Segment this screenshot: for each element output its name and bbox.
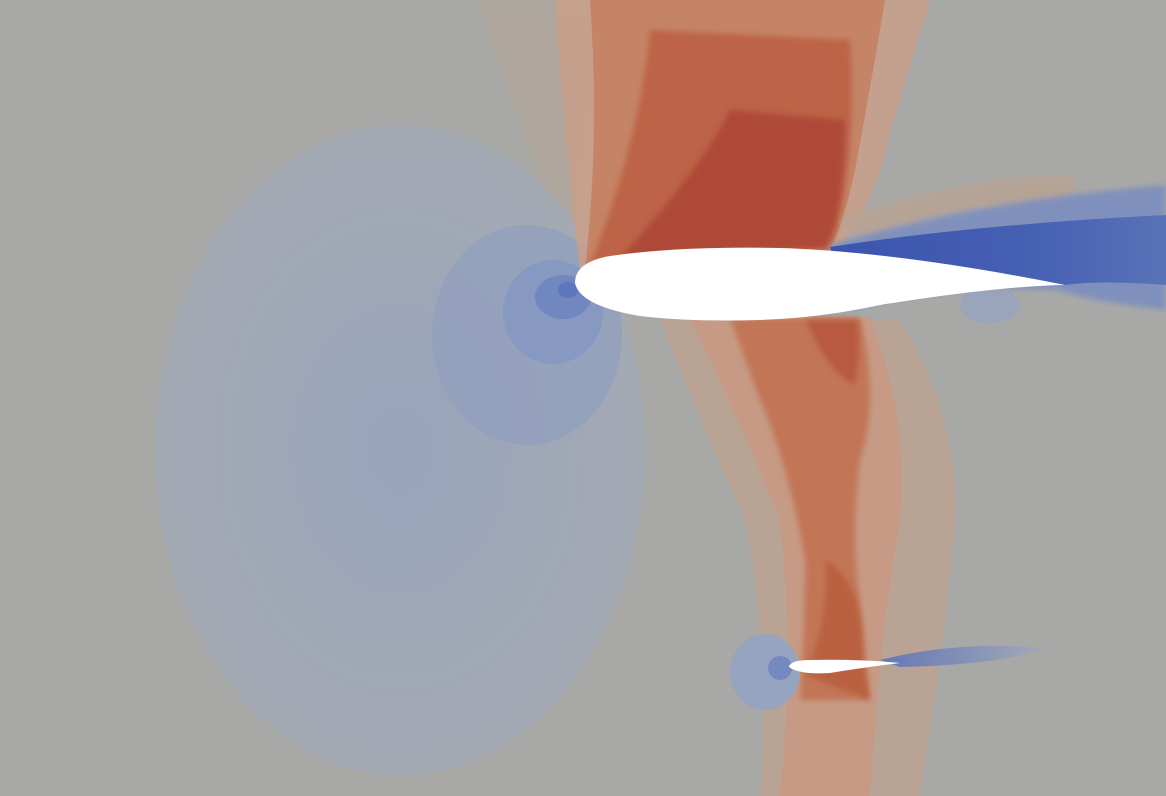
- tail-airfoil-shape: [789, 659, 900, 674]
- nose-low-core: [558, 282, 578, 298]
- main-airfoil-shape: [575, 247, 1065, 321]
- wake-low-blob: [960, 287, 1020, 323]
- tail-nose-low-ring: [730, 634, 800, 710]
- tail-nose-low-core: [768, 656, 792, 680]
- low-pressure-ellipse: [155, 125, 645, 775]
- upper-right-warm-streak: [840, 175, 1076, 240]
- tail-wake: [880, 645, 1045, 667]
- upper-high-lobe-core: [620, 110, 845, 258]
- lower-high-band-core: [805, 320, 859, 385]
